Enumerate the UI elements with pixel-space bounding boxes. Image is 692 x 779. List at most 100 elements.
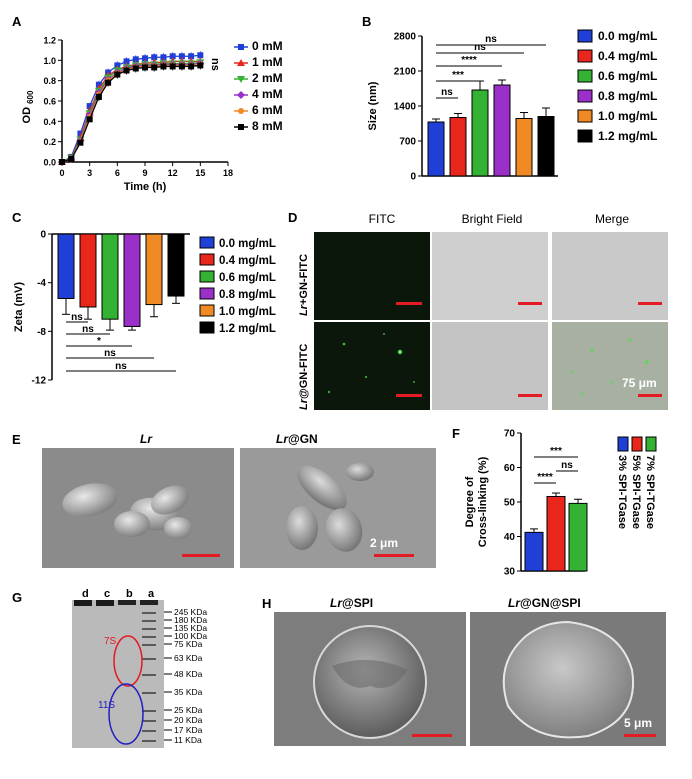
data-point — [151, 54, 158, 61]
band-label-7s: 7S — [104, 636, 117, 647]
bar — [123, 233, 141, 327]
series-4 — [59, 60, 204, 165]
bacteria-shapes — [286, 463, 374, 552]
marker-label: 20 KDa — [174, 715, 203, 725]
data-point — [123, 58, 130, 65]
sem-image-lr-spi — [274, 612, 466, 746]
x-axis-label: Time (h) — [124, 181, 167, 193]
panel-letter-g: G — [12, 590, 23, 605]
legend-label-a: 0 mM — [252, 39, 283, 53]
y-tick-label: 0 — [40, 230, 46, 241]
legend-swatch — [199, 270, 215, 283]
legend-marker — [237, 76, 245, 83]
legend-marker — [238, 124, 244, 130]
data-point — [169, 53, 176, 60]
data-point — [197, 52, 204, 59]
bar — [145, 233, 163, 306]
panel-letter-h: H — [262, 596, 272, 611]
legend-swatch — [645, 436, 657, 452]
bar — [568, 502, 588, 572]
y-tick-label: 0.4 — [43, 117, 56, 127]
bar — [79, 233, 97, 308]
y-tick-label: 1400 — [394, 102, 417, 113]
sem-image-lr — [42, 448, 234, 568]
data-point — [95, 81, 102, 88]
sem-image-lr-gn-spi: 5 μm — [470, 612, 666, 746]
scale-bar — [412, 734, 452, 737]
marker-label: 135 KDa — [174, 623, 207, 633]
band-label-11s: 11S — [98, 700, 116, 711]
data-point — [77, 139, 84, 146]
data-point — [178, 63, 185, 70]
y-tick-label: 0.8 — [43, 76, 56, 86]
panel-letter-f: F — [452, 426, 460, 441]
x-tick-label: 0 — [59, 168, 64, 178]
lane-label-d: d — [82, 588, 89, 600]
gel-image: 7S 11S — [72, 600, 164, 748]
sem-image-lr-gn: 2 μm — [240, 448, 436, 568]
scale-label: 75 μm — [622, 376, 657, 390]
data-point — [123, 67, 130, 74]
scale-bar — [518, 394, 542, 397]
legend-label: 0.8 mg/mL — [598, 89, 657, 103]
legend-swatch — [617, 436, 629, 452]
legend-label-a: 1 mM — [252, 55, 283, 69]
legend-label: 7% SPI-TGase — [644, 455, 656, 529]
data-point — [59, 159, 65, 165]
legend-label: 5% SPI-TGase — [630, 455, 642, 529]
microcapsule-shape — [313, 625, 427, 739]
panel-letter-b: B — [362, 14, 372, 29]
panel-letter-a: A — [12, 14, 22, 29]
y-tick-label: 70 — [504, 429, 516, 440]
chart-a: 0.0 0.2 0.4 0.6 0.8 1.0 1.2 0 3 6 9 12 15 18 Time (h) O… — [21, 36, 248, 193]
series-line — [61, 64, 201, 163]
legend-label: 0.4 mg/mL — [598, 49, 657, 63]
legend-label: 1.2 mg/mL — [219, 323, 276, 335]
sem-title-lr-spi: Lr@SPI — [330, 596, 374, 610]
significance-label: ns — [104, 348, 116, 359]
y-axis-label: Cross-linking (%) — [477, 456, 489, 547]
x-tick-label: 3 — [87, 168, 92, 178]
y-axis-label: Zeta (mV) — [13, 282, 25, 332]
legend-marker — [238, 108, 244, 114]
series-1 — [58, 57, 205, 165]
y-tick-label: 700 — [399, 137, 416, 148]
legend-label: 1.0 mg/mL — [219, 306, 276, 318]
scale-bar — [518, 302, 542, 305]
scale-bar — [638, 302, 662, 305]
significance-label: ns — [71, 312, 83, 323]
data-point — [151, 64, 158, 71]
data-point — [114, 71, 121, 78]
data-point — [77, 130, 84, 137]
significance-label: ns — [474, 42, 486, 53]
marker-label: 17 KDa — [174, 725, 203, 735]
data-point — [132, 65, 139, 72]
gel-bands — [74, 600, 158, 745]
legend-swatch — [577, 69, 593, 83]
merge-dots — [570, 338, 649, 396]
y-tick-label: 0.0 — [43, 158, 56, 168]
marker-label: 48 KDa — [174, 669, 203, 679]
col-header-bright: Bright Field — [461, 212, 523, 226]
merge-image-2: 75 μm — [552, 322, 668, 410]
significance-label: ns — [561, 460, 573, 471]
bar — [101, 233, 119, 320]
legend-swatch — [577, 129, 593, 143]
col-header-merge: Merge — [594, 212, 629, 226]
bar — [524, 531, 544, 572]
lane-label-c: c — [104, 588, 111, 600]
panel-letter-c: C — [12, 210, 22, 225]
legend-label: 0.6 mg/mL — [219, 272, 276, 284]
bar — [515, 118, 533, 177]
legend-swatch — [199, 321, 215, 334]
legend-label: 0.0 mg/mL — [219, 238, 276, 250]
y-tick-label: -4 — [37, 278, 46, 289]
data-point — [142, 55, 148, 62]
y-tick-label: 2100 — [394, 67, 417, 78]
marker-label: 245 KDa — [174, 607, 207, 617]
sem-title-lr-gn: Lr@GN — [276, 432, 318, 446]
marker-label: 11 KDa — [174, 735, 202, 745]
